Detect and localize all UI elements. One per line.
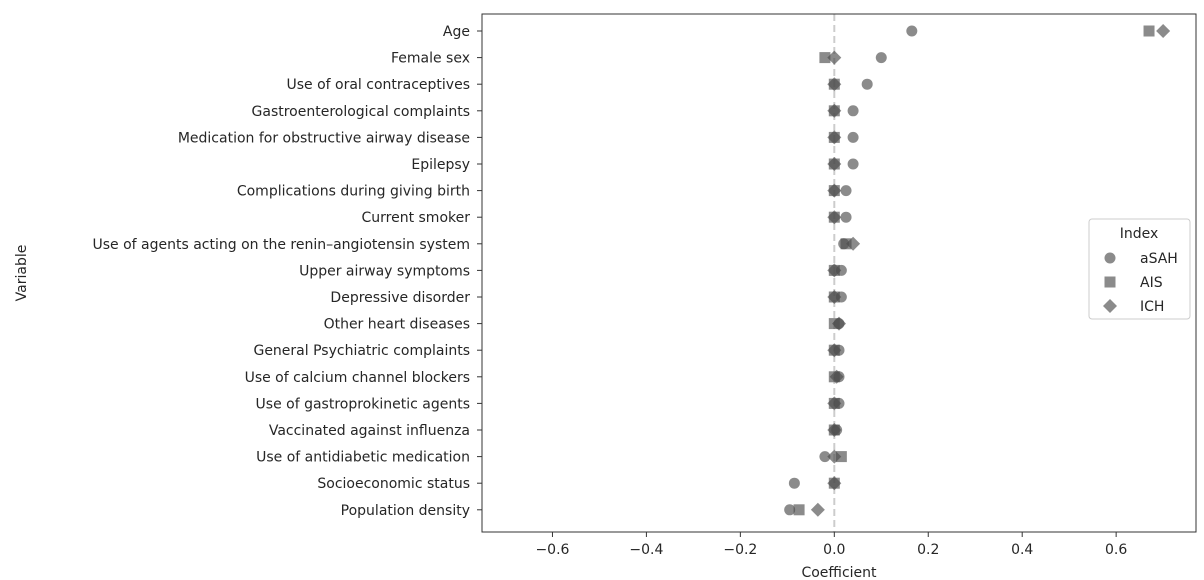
data-point-ich [827, 210, 842, 225]
y-tick-label: Female sex [391, 51, 470, 67]
y-tick-label: Age [443, 24, 470, 40]
x-tick-label: 0.2 [917, 542, 939, 558]
x-tick-label: −0.2 [723, 542, 757, 558]
legend: Index aSAH AIS ICH [1088, 218, 1191, 320]
data-point-asah [840, 185, 852, 197]
data-point-ich [832, 316, 846, 331]
x-tick-label: −0.4 [629, 542, 663, 558]
data-point-ich [827, 77, 842, 92]
y-tick-label: Other heart diseases [324, 317, 470, 333]
y-tick-label: Depressive disorder [330, 290, 470, 306]
data-point-ais [840, 238, 852, 250]
x-tick-label: 0.0 [823, 542, 845, 558]
data-point-asah [788, 477, 800, 489]
y-tick-label: Gastroenterological complaints [252, 104, 470, 120]
data-point-ais [793, 504, 805, 516]
data-point-ich [827, 103, 842, 118]
legend-marker-ich [1103, 299, 1117, 313]
y-tick-label: Upper airway symptoms [299, 263, 470, 279]
x-tick-label: 0.6 [1105, 542, 1127, 558]
data-point-asah [875, 52, 887, 64]
y-tick-label: Medication for obstructive airway diseas… [178, 130, 470, 146]
y-tick-label: Current smoker [361, 210, 470, 226]
plot-area-frame [481, 13, 1197, 533]
y-tick-label: General Psychiatric complaints [253, 343, 470, 359]
y-tick-label: Population density [341, 503, 470, 519]
data-point-asah [819, 451, 831, 463]
legend-frame [1088, 218, 1191, 320]
y-tick-label: Vaccinated against influenza [269, 423, 470, 439]
y-axis-label: Variable [14, 245, 30, 302]
data-point-ich [827, 50, 842, 65]
data-point-ich [827, 423, 842, 437]
y-tick-label: Use of calcium channel blockers [245, 370, 470, 386]
legend-label-ais: AIS [1140, 275, 1163, 291]
legend-title: Index [1120, 226, 1159, 242]
data-point-ais [835, 451, 847, 463]
data-point-asah [847, 158, 859, 170]
y-tick-label: Socioeconomic status [317, 476, 470, 492]
data-point-ich [810, 502, 825, 517]
data-point-ich [827, 263, 842, 278]
legend-label-ich: ICH [1140, 299, 1164, 315]
x-axis-label: Coefficient [801, 565, 877, 580]
legend-marker-asah [1104, 252, 1116, 264]
data-point-ich [827, 343, 842, 358]
data-point-asah [847, 105, 859, 117]
y-tick-label: Use of antidiabetic medication [256, 450, 470, 466]
data-point-asah [784, 504, 796, 516]
data-point-ich [829, 369, 844, 384]
data-point-ich [827, 449, 842, 464]
data-point-ich [1156, 24, 1171, 38]
data-point-ich [846, 236, 861, 251]
data-point-ais [819, 52, 831, 64]
data-point-asah [840, 211, 852, 223]
data-point-asah [861, 78, 873, 90]
data-point-ich [827, 183, 842, 198]
y-tick-label: Use of agents acting on the renin–angiot… [92, 237, 470, 253]
legend-label-asah: aSAH [1140, 251, 1178, 267]
x-tick-label: −0.6 [535, 542, 569, 558]
y-tick-label: Epilepsy [411, 157, 470, 173]
y-tick-label: Use of gastroprokinetic agents [256, 396, 470, 412]
y-tick-label: Complications during giving birth [237, 184, 470, 200]
data-point-ich [827, 130, 842, 145]
data-point-ais [1143, 25, 1155, 37]
data-point-ich [827, 290, 842, 304]
x-tick-label: 0.4 [1011, 542, 1033, 558]
data-point-asah [847, 131, 859, 143]
data-point-ich [827, 396, 842, 411]
data-point-ich [827, 157, 842, 171]
y-tick-label: Use of oral contraceptives [286, 77, 470, 93]
data-point-ich [827, 476, 842, 491]
legend-marker-ais [1104, 276, 1116, 288]
data-point-asah [906, 25, 918, 37]
